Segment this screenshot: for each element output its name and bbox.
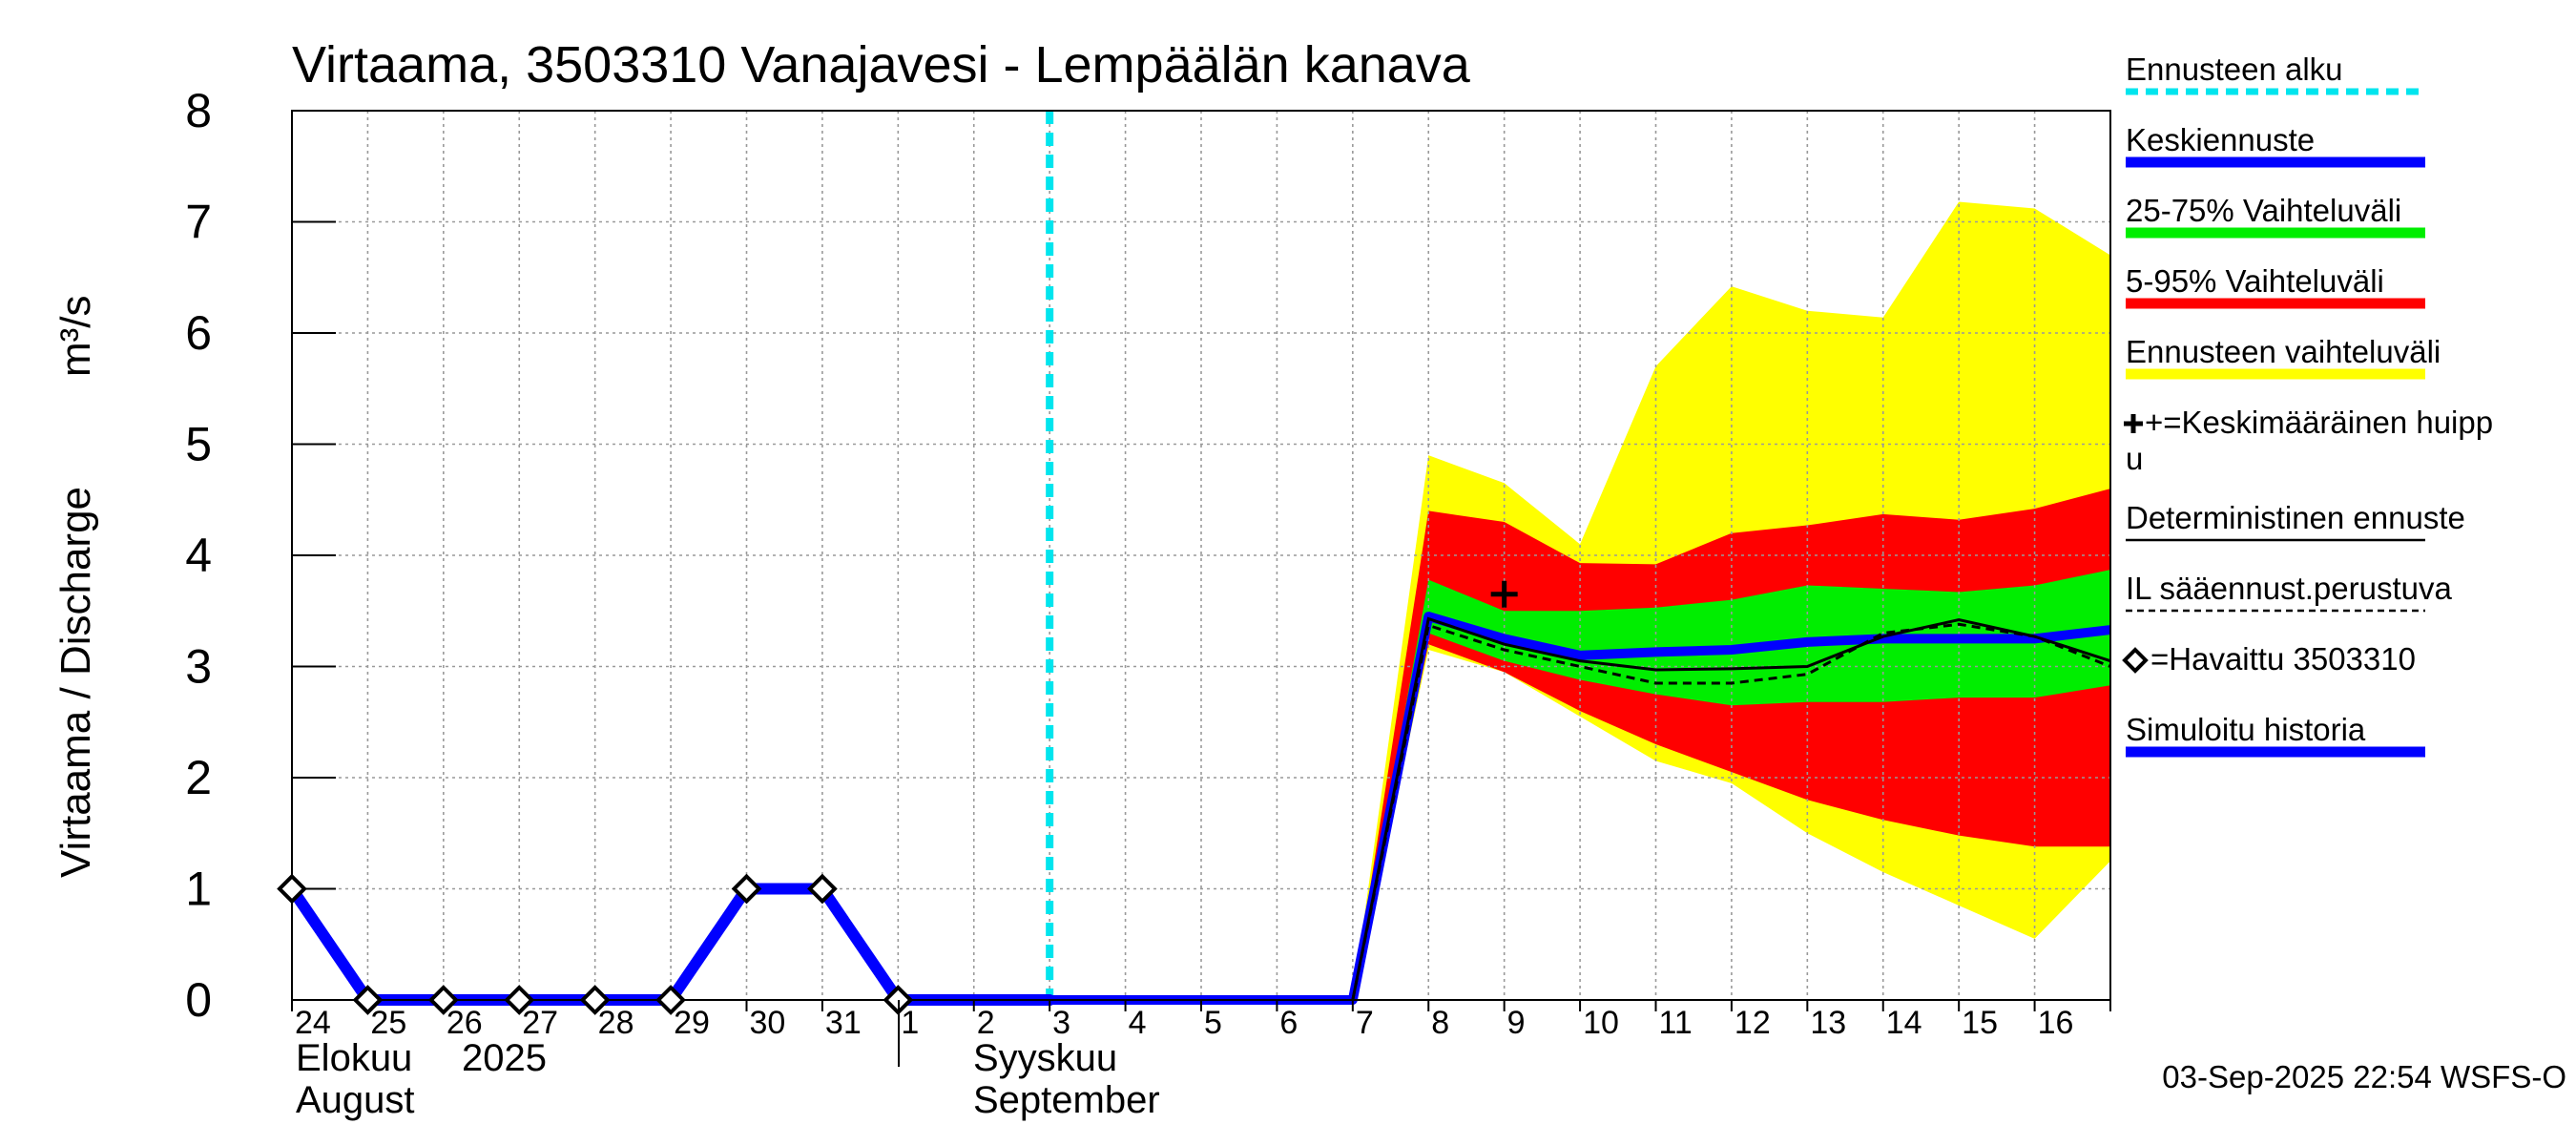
- mean-peak-marker: [1490, 580, 1518, 608]
- legend-label-forecast-start: Ennusteen alku: [2126, 52, 2343, 87]
- x-tick-label: 9: [1507, 1005, 1526, 1041]
- x-tick-label: 27: [522, 1005, 558, 1041]
- x-tick-label: 10: [1583, 1005, 1619, 1041]
- legend-label-deterministic: Deterministinen ennuste: [2126, 500, 2465, 535]
- legend-label-mean-peak: +=Keskimääräinen huipp: [2145, 405, 2493, 440]
- x-tick-label: 30: [750, 1005, 786, 1041]
- legend-label-mean-forecast: Keskiennuste: [2126, 122, 2315, 157]
- legend-label-continuation: u: [2126, 441, 2143, 476]
- simulated-history-line: [286, 883, 1056, 1006]
- legend-label-band-range: Ennusteen vaihteluväli: [2126, 334, 2441, 369]
- x-tick-label: 2: [977, 1005, 995, 1041]
- year-label: 2025: [462, 1037, 547, 1079]
- month-label-sep-en: September: [973, 1079, 1160, 1121]
- observed-point: [579, 985, 611, 1015]
- observed-point: [655, 985, 686, 1015]
- legend-symbol-observed: [2122, 647, 2149, 674]
- y-axis-label: Virtaama / Discharge: [52, 487, 99, 878]
- y-tick-label: 8: [185, 84, 212, 137]
- observed-point: [277, 873, 307, 905]
- y-tick-label: 1: [185, 863, 212, 916]
- il-weather-forecast-line: [1351, 622, 2111, 1001]
- deterministic-forecast-line: [1351, 616, 2111, 1001]
- month-label-sep-fi: Syyskuu: [973, 1037, 1117, 1079]
- markers: [277, 580, 1518, 1015]
- legend-symbol-mean-peak: [2124, 414, 2143, 433]
- y-tick-label: 0: [185, 973, 212, 1027]
- legend-label-il-weather: IL sääennust.perustuva: [2126, 571, 2452, 606]
- y-tick-label: 2: [185, 751, 212, 804]
- legend-label-band-5-95: 5-95% Vaihteluväli: [2126, 263, 2384, 299]
- x-tick-label: 4: [1129, 1005, 1147, 1041]
- month-label-aug-en: August: [296, 1079, 415, 1121]
- chart-title: Virtaama, 3503310 Vanajavesi - Lempäälän…: [292, 36, 1471, 94]
- y-tick-label: 7: [185, 196, 212, 249]
- observed-point: [504, 985, 535, 1015]
- month-label-aug-fi: Elokuu: [296, 1037, 412, 1079]
- y-tick-label: 4: [185, 529, 212, 582]
- x-tick-label: 11: [1659, 1005, 1693, 1041]
- observed-point: [428, 985, 459, 1015]
- x-tick-label: 31: [825, 1005, 862, 1041]
- x-tick-label: 7: [1356, 1005, 1374, 1041]
- x-tick-label: 28: [598, 1005, 634, 1041]
- x-tick-label: 16: [2038, 1005, 2074, 1041]
- x-tick-label: 3: [1052, 1005, 1070, 1041]
- legend-label-observed: =Havaittu 3503310: [2150, 641, 2416, 677]
- grid-lines: [292, 111, 2110, 1000]
- y-axis-unit: m³/s: [52, 295, 99, 377]
- y-tick-label: 3: [185, 640, 212, 694]
- observed-point: [352, 985, 384, 1015]
- legend-label-band-25-75: 25-75% Vaihteluväli: [2126, 193, 2401, 228]
- x-tick-label: 25: [370, 1005, 406, 1041]
- band-25-75-band: [1352, 570, 2110, 1000]
- axis-ticks: 24 25 26 27 28 29 30 31 1 2 3 4 5 6 7 8 9 10 11 12 13 14 15 160…: [185, 84, 2111, 1041]
- x-tick-label: 13: [1810, 1005, 1846, 1041]
- x-tick-label: 29: [674, 1005, 710, 1041]
- y-tick-label: 5: [185, 418, 212, 471]
- x-tick-label: 24: [295, 1005, 331, 1041]
- observed-point: [731, 873, 762, 905]
- x-tick-label: 5: [1204, 1005, 1222, 1041]
- x-tick-label: 15: [1962, 1005, 1998, 1041]
- x-tick-label: 26: [447, 1005, 483, 1041]
- x-tick-label: 14: [1886, 1005, 1922, 1041]
- y-tick-label: 6: [185, 306, 212, 360]
- legend-label-simulated: Simuloitu historia: [2126, 712, 2366, 747]
- observed-point: [807, 873, 838, 905]
- x-tick-label: 12: [1735, 1005, 1771, 1041]
- x-tick-label: 6: [1279, 1005, 1298, 1041]
- timestamp: 03-Sep-2025 22:54 WSFS-O: [2162, 1059, 2566, 1094]
- x-tick-label: 1: [901, 1005, 919, 1041]
- x-tick-label: 8: [1431, 1005, 1449, 1041]
- legend: Ennusteen alku Keskiennuste 25-75% Vaihtel…: [2122, 52, 2493, 758]
